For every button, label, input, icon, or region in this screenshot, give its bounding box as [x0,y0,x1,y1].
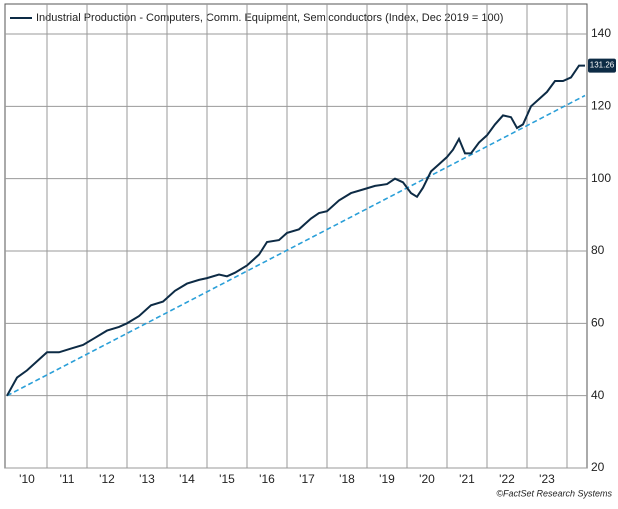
y-tick-label: 40 [591,388,605,402]
y-tick-label: 100 [591,171,611,185]
y-tick-label: 140 [591,26,611,40]
y-tick-label: 20 [591,460,605,474]
x-tick-label: '20 [419,472,435,486]
x-tick-label: '19 [379,472,395,486]
y-tick-label: 60 [591,316,605,330]
plot-frame [4,3,588,469]
last-value-badge [588,58,616,73]
y-tick-label: 80 [591,243,605,257]
x-tick-label: '16 [259,472,275,486]
x-tick-label: '21 [459,472,475,486]
x-tick-label: '13 [139,472,155,486]
source: ©FactSet Research Systems [496,488,612,498]
x-tick-label: '12 [99,472,115,486]
x-tick-label: '18 [339,472,355,486]
x-tick-label: '15 [219,472,235,486]
legend-label: Industrial Production - Computers, Comm.… [36,12,503,24]
x-tick-label: '11 [60,472,75,486]
x-tick-label: '22 [499,472,515,486]
x-tick-label: '10 [19,472,35,486]
last-value-label: 131.26 [590,61,615,70]
x-tick-label: '23 [539,472,555,486]
series-line [6,64,585,397]
x-tick-label: '14 [179,472,195,486]
y-tick-label: 120 [591,99,611,113]
x-tick-label: '17 [299,472,315,486]
trend-line [6,94,586,397]
